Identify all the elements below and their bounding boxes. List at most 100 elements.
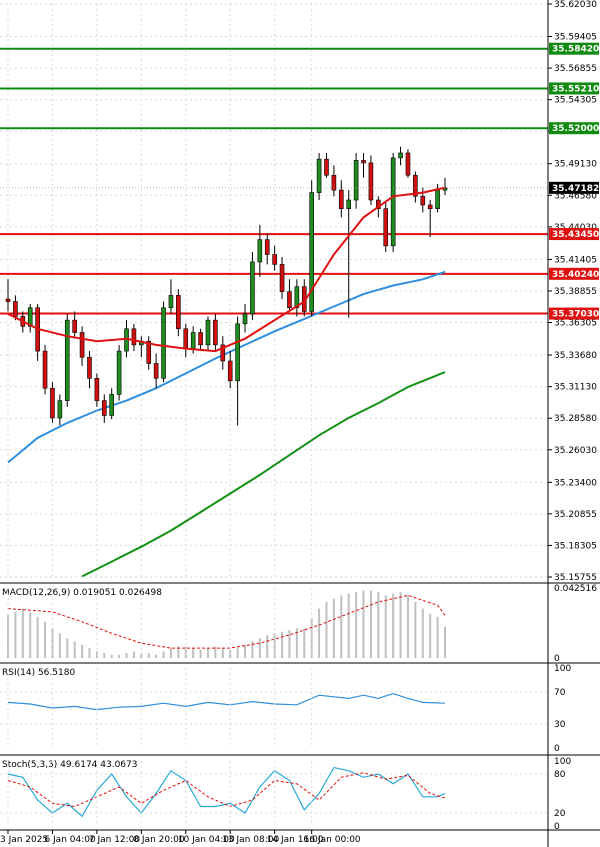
- candle-body: [383, 208, 389, 247]
- candle-body: [27, 307, 33, 327]
- candle: [257, 224, 263, 277]
- ema-slow-line: [81, 371, 446, 578]
- candle: [109, 388, 114, 420]
- candle-body: [116, 350, 122, 395]
- candle: [383, 202, 389, 253]
- candle: [272, 245, 277, 271]
- candle-body: [183, 328, 189, 349]
- x-tick-label: 14 Jan 16:00: [267, 835, 324, 845]
- candle-body: [64, 319, 70, 401]
- candle-body: [227, 360, 233, 382]
- candle-body: [368, 162, 374, 201]
- resistance-level-tag: [549, 42, 599, 55]
- candle: [168, 279, 174, 314]
- stoch-tick-label: 80: [554, 770, 566, 780]
- candle: [176, 289, 181, 337]
- candle-body: [242, 313, 248, 325]
- candle: [79, 326, 85, 366]
- candle: [205, 316, 211, 352]
- rsi-tick-label: 100: [554, 664, 571, 674]
- candle-body: [257, 239, 263, 263]
- x-tick-label: 13 Jan 08:00: [222, 835, 279, 845]
- x-tick-label: 7 Jan 12:00: [89, 835, 141, 845]
- candle: [94, 373, 100, 407]
- candle: [405, 149, 411, 178]
- current-price-tag: [549, 181, 599, 194]
- candle-body: [309, 192, 314, 312]
- candle-body: [279, 264, 285, 292]
- candle: [331, 165, 337, 197]
- resistance-level-label: 35.58420: [552, 45, 599, 55]
- x-tick-label: 8 Jan 20:00: [133, 835, 185, 845]
- candle-body: [109, 394, 114, 416]
- candle-body: [272, 254, 277, 265]
- candle-body: [250, 261, 255, 315]
- candle-body: [427, 204, 433, 209]
- rsi-pane: RSI(14) 56.5180 100 70 30 0: [0, 664, 571, 754]
- y-tick-label: 35.38855: [554, 287, 597, 297]
- candle-body: [435, 189, 440, 209]
- candle-body: [198, 332, 203, 346]
- candle-body: [87, 356, 92, 379]
- candle: [131, 323, 137, 352]
- support-level-tag: [549, 228, 599, 241]
- stoch-label: Stoch(5,3,3) 49.6174 43.0673: [2, 760, 137, 770]
- ema-mid-line: [7, 270, 446, 464]
- candle: [27, 304, 33, 333]
- support-level-label: 35.40240: [552, 270, 599, 280]
- candle: [139, 336, 144, 358]
- candle-body: [146, 340, 152, 364]
- candle-body: [390, 157, 396, 247]
- resistance-level-label: 35.52000: [552, 124, 599, 134]
- candle-body: [168, 295, 174, 309]
- candle-body: [50, 387, 55, 419]
- candle-body: [220, 344, 226, 362]
- candle: [353, 152, 359, 209]
- rsi-label: RSI(14) 56.5180: [2, 668, 75, 678]
- candle: [198, 328, 203, 352]
- macd-pane: MACD(12,26,9) 0.019051 0.026498 0.042516…: [2, 584, 597, 664]
- candle: [390, 152, 396, 253]
- y-tick-label: 35.62030: [554, 0, 597, 10]
- stoch-tick-label: 100: [554, 757, 571, 767]
- candle: [235, 316, 240, 426]
- candle: [57, 394, 63, 426]
- y-tick-label: 35.36305: [554, 319, 597, 329]
- candle-body: [190, 332, 196, 349]
- candle-body: [346, 199, 352, 209]
- candle-body: [94, 378, 100, 401]
- candle-body: [131, 328, 137, 346]
- candle: [101, 394, 107, 423]
- candle: [294, 279, 300, 317]
- macd-label: MACD(12,26,9) 0.019051 0.026498: [2, 588, 162, 598]
- macd-signal-line: [7, 594, 446, 649]
- candle: [250, 252, 255, 321]
- candle: [316, 152, 322, 201]
- y-tick-label: 35.31130: [554, 383, 597, 393]
- candle: [398, 146, 403, 166]
- y-tick-label: 35.26030: [554, 446, 597, 456]
- candle-body: [420, 196, 426, 206]
- candle: [161, 301, 166, 383]
- y-tick-label: 35.18305: [554, 541, 597, 551]
- candle-body: [79, 332, 85, 358]
- macd-tick-label: 0: [554, 654, 560, 664]
- candle: [183, 323, 189, 358]
- candle-body: [57, 400, 63, 419]
- resistance-level-tag: [549, 122, 599, 135]
- candle-body: [101, 400, 107, 416]
- candle: [264, 233, 270, 265]
- candle-body: [339, 189, 344, 209]
- support-level-label: 35.43450: [552, 230, 599, 240]
- support-level-tag: [549, 307, 599, 320]
- candle: [339, 180, 344, 218]
- y-tick-label: 35.44030: [554, 223, 597, 233]
- candle: [413, 171, 418, 203]
- resistance-level-tag: [549, 82, 599, 95]
- support-level-tag: [549, 267, 599, 280]
- y-tick-label: 35.33680: [554, 351, 597, 361]
- y-tick-label: 35.28580: [554, 414, 597, 424]
- candle-body: [294, 286, 300, 309]
- candle: [346, 190, 352, 318]
